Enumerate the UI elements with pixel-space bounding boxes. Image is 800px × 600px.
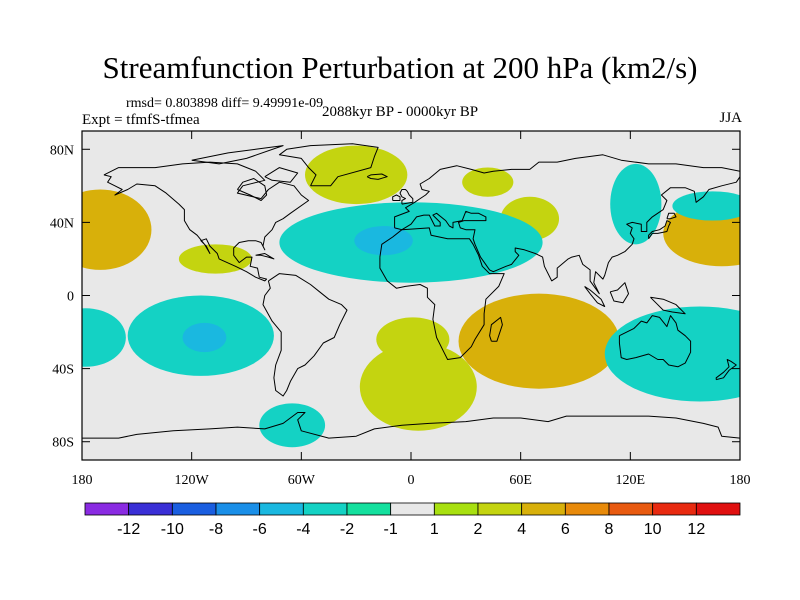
coastline-new-zealand (715, 359, 737, 381)
colorbar-label: -6 (253, 521, 267, 538)
stats-text: rmsd= 0.803898 diff= 9.49991e-09 (126, 96, 324, 111)
anomaly-south-atlantic (359, 343, 477, 431)
coastline-sumatra (584, 285, 606, 307)
coastline-north-america (103, 161, 310, 282)
coastline-hokkaido (666, 212, 677, 220)
coastline-japan (648, 220, 671, 240)
colorbar-bin (84, 502, 130, 516)
colorbar-bin (390, 502, 435, 516)
anomaly-north-pacific-east (672, 191, 740, 221)
x-tick-label: 180 (72, 473, 93, 488)
anomaly-south-pacific-core (182, 322, 227, 353)
colorbar-label: 1 (430, 521, 439, 538)
y-tick-label: 80S (52, 436, 74, 451)
colorbar-bin (695, 502, 741, 516)
x-tick-label: 60W (288, 473, 316, 488)
anomaly-layer (82, 145, 740, 448)
coastline-arctic-islands (191, 145, 284, 165)
colorbar-bin (564, 502, 610, 516)
coastline-south-america (262, 273, 348, 397)
colorbar-bin (433, 502, 479, 516)
colorbar-bin (346, 502, 392, 516)
coastline-borneo (609, 282, 629, 304)
coastline-africa (379, 227, 505, 360)
chart-title: Streamfunction Perturbation at 200 hPa (… (102, 50, 698, 85)
coastline-antarctica (82, 412, 740, 439)
colorbar-bin (215, 502, 261, 516)
coastline-new-guinea (650, 296, 686, 315)
x-tick-label: 0 (408, 473, 415, 488)
period-label: 2088kyr BP - 0000kyr BP (321, 104, 479, 120)
y-tick-label: 0 (67, 290, 74, 305)
coastline-cuba (255, 253, 275, 260)
colorbar-label: -1 (384, 521, 398, 538)
anomaly-north-atlantic (304, 145, 408, 205)
x-tick-label: 120E (616, 473, 646, 488)
colorbar-bin (171, 502, 217, 516)
y-tick-label: 40S (52, 363, 74, 378)
x-tick-label: 60E (509, 473, 532, 488)
anomaly-south-atlantic-small (376, 317, 450, 362)
colorbar-label: -4 (296, 521, 310, 538)
colorbar-bin (477, 502, 523, 516)
anomaly-australia-south (604, 306, 740, 402)
colorbar-bin (608, 502, 654, 516)
colorbar-label: 10 (644, 521, 662, 538)
y-tick-label: 40N (50, 216, 74, 231)
coastline-greenland (278, 143, 379, 187)
colorbar-bin (521, 502, 566, 516)
colorbar-bin (259, 502, 304, 516)
colorbar-bin (652, 502, 697, 516)
colorbar-label: 12 (687, 521, 705, 538)
colorbar-label: -10 (161, 521, 184, 538)
coastline-baffin (264, 167, 299, 183)
colorbar: -12 -10 -8 -6 -4 -2 -1 1 2 4 6 8 10 12 (84, 502, 741, 538)
anomaly-pacific-north-east (82, 189, 152, 270)
coastline-iceland (366, 173, 388, 180)
coastline-layer (82, 143, 740, 439)
colorbar-label: 2 (474, 521, 483, 538)
colorbar-bin (302, 502, 348, 516)
colorbar-label: -2 (340, 521, 354, 538)
x-tick-label: 120W (175, 473, 210, 488)
anomaly-north-africa-core (354, 226, 413, 256)
season-label: JJA (719, 110, 742, 126)
anomaly-indian-ocean-south (458, 293, 620, 389)
experiment-label: Expt = tfmfS-tfmea (82, 112, 200, 128)
coastline-hudson-bay (236, 178, 268, 201)
colorbar-label: 4 (517, 521, 526, 538)
anomaly-antarctic-peninsula (259, 403, 326, 448)
colorbar-label: 8 (605, 521, 614, 538)
coastline-australia (618, 315, 692, 368)
y-tick-label: 80N (50, 143, 74, 158)
x-tick-label: 180 (730, 473, 751, 488)
colorbar-label: -8 (209, 521, 223, 538)
axis-layer: 180 120W 60W 0 60E 120E 180 80N 40N 0 40S 80S (50, 131, 751, 488)
anomaly-europe-north (462, 167, 514, 197)
coastline-british-isles (399, 189, 414, 205)
coastline-ireland (392, 194, 401, 201)
colorbar-label: -12 (117, 521, 140, 538)
anomaly-south-pacific-west-edge (82, 308, 126, 367)
coastline-madagascar (489, 316, 503, 342)
coastline-eurasia (394, 154, 740, 295)
anomaly-east-asia-strip (610, 163, 662, 245)
colorbar-bin (128, 502, 173, 516)
colorbar-label: 6 (561, 521, 570, 538)
